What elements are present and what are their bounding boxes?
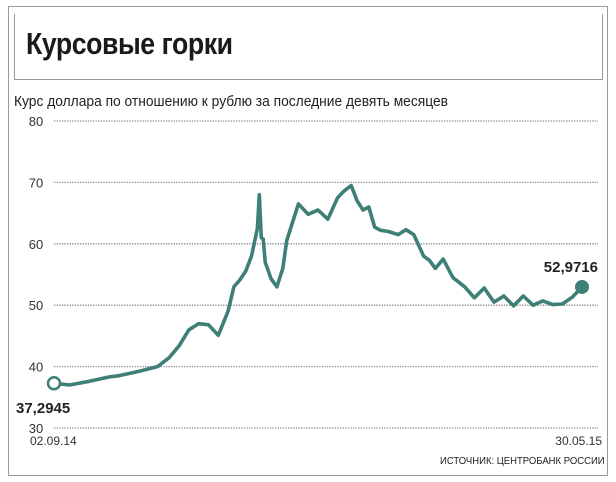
series-layer <box>52 183 584 387</box>
end-value-label: 52,9716 <box>544 259 598 276</box>
y-tick-40: 40 <box>29 360 43 375</box>
grid-lines <box>54 120 598 429</box>
y-tick-80: 80 <box>29 114 43 129</box>
y-tick-50: 50 <box>29 298 43 313</box>
page-title: Курсовые горки <box>26 26 233 61</box>
chart-subtitle: Курс доллара по отношению к рублю за пос… <box>14 93 448 110</box>
y-tick-labels: 30 40 50 60 70 80 <box>29 114 43 436</box>
y-tick-70: 70 <box>29 175 43 190</box>
source-note: ИСТОЧНИК: ЦЕНТРОБАНК РОССИИ <box>440 456 605 467</box>
chart-frame <box>8 6 608 476</box>
end-point-marker <box>575 279 589 294</box>
x-tick-labels: 02.09.14 30.05.15 <box>30 434 602 448</box>
start-value-label: 37,2945 <box>16 400 70 417</box>
start-point-marker <box>46 375 62 391</box>
y-tick-30: 30 <box>29 421 43 436</box>
annotations: 37,2945 52,9716 <box>16 259 598 417</box>
series-line <box>52 183 584 387</box>
title-box <box>14 14 603 80</box>
x-tick-end: 30.05.15 <box>555 434 602 448</box>
y-tick-60: 60 <box>29 237 43 252</box>
x-tick-start: 02.09.14 <box>30 434 77 448</box>
